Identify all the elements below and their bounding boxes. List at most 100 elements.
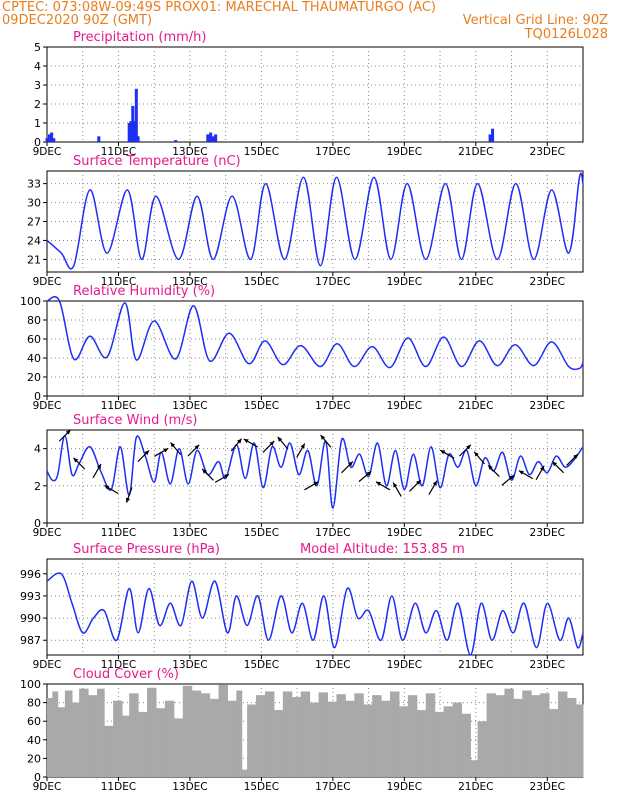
- cloud-area: [513, 698, 523, 777]
- cloud-area: [309, 702, 320, 777]
- precip-ytick-label: 3: [34, 79, 41, 92]
- precip-ytick-label: 2: [34, 98, 41, 111]
- temp-ytick-label: 30: [27, 197, 41, 210]
- cloud-area: [256, 695, 266, 777]
- wind-xtick-label: 11DEC: [101, 527, 136, 539]
- cloud-area: [138, 711, 148, 777]
- cloud-area: [354, 693, 364, 777]
- rh-ytick-label: 100: [20, 295, 41, 308]
- wind-arrow-head: [277, 436, 283, 442]
- cloud-area: [57, 707, 66, 777]
- precip-ytick-label: 5: [34, 41, 41, 54]
- cloud-area: [443, 706, 454, 777]
- rh-ytick-label: 60: [27, 333, 41, 346]
- cloud-area: [416, 710, 427, 777]
- temp-ytick-label: 33: [27, 178, 41, 191]
- cloud-area: [566, 697, 577, 777]
- precip-xtick-label: 21DEC: [458, 146, 493, 158]
- wind-arrow: [358, 470, 372, 483]
- cloud-area: [122, 715, 130, 777]
- wind-arrow: [92, 463, 102, 479]
- cloud-ytick-label: 80: [27, 697, 41, 710]
- wind-arrow: [408, 479, 422, 492]
- cloud-area: [291, 697, 302, 777]
- wind-arrow: [341, 461, 354, 474]
- cloud-panel: [43, 683, 584, 781]
- wind-arrow-head: [144, 450, 150, 456]
- wind-arrow: [296, 443, 306, 458]
- cloud-area: [398, 706, 409, 777]
- cloud-area: [147, 687, 157, 777]
- wind-arrow: [214, 473, 230, 483]
- wind-arrow-head: [348, 461, 353, 467]
- temp-xtick-label: 15DEC: [244, 276, 279, 288]
- pres-xtick-label: 11DEC: [101, 659, 136, 671]
- wind-arrow: [551, 461, 565, 474]
- precip-xtick-label: 23DEC: [530, 146, 565, 158]
- wind-arrow: [375, 481, 391, 491]
- wind-arrow: [137, 449, 150, 463]
- pres-xtick-label: 17DEC: [315, 659, 350, 671]
- wind-xtick-label: 23DEC: [530, 527, 565, 539]
- wind-arrow-head: [104, 485, 110, 490]
- cloud-area: [173, 718, 184, 777]
- wind-arrow-head: [573, 454, 578, 459]
- cloud-area: [282, 691, 293, 777]
- pres-xtick-label: 21DEC: [458, 659, 493, 671]
- cloud-area: [113, 700, 123, 777]
- wind-arrow-head: [474, 451, 479, 457]
- temp-xtick-label: 9DEC: [33, 276, 62, 288]
- cloud-ytick-label: 100: [20, 678, 41, 691]
- cloud-ytick-label: 60: [27, 715, 41, 728]
- precip-frame: [46, 46, 584, 143]
- cloud-area: [336, 694, 346, 777]
- precip-xtick-label: 15DEC: [244, 146, 279, 158]
- cloud-area: [72, 702, 80, 777]
- cloud-area: [381, 700, 391, 777]
- precip-bar: [174, 140, 178, 142]
- vertical-grid-note: Vertical Grid Line: 90Z: [462, 13, 608, 28]
- temp-ytick-label: 27: [27, 216, 41, 229]
- rh-ytick-label: 80: [27, 314, 41, 327]
- pres-xtick-label: 19DEC: [387, 659, 422, 671]
- wind-arrow: [58, 429, 71, 442]
- precip-xtick-label: 11DEC: [101, 146, 136, 158]
- temp-title: Surface Temperature (nC): [73, 154, 241, 169]
- cloud-area: [264, 691, 275, 777]
- rh-xtick-label: 17DEC: [315, 400, 350, 412]
- wind-arrow: [201, 468, 214, 481]
- wind-arrow: [320, 434, 332, 448]
- cloud-area: [129, 693, 139, 777]
- precip-xtick-label: 13DEC: [172, 146, 207, 158]
- rh-xtick-label: 13DEC: [172, 400, 207, 412]
- temp-line: [46, 172, 584, 270]
- wind-arrow: [262, 440, 275, 453]
- precip-ytick-label: 0: [34, 136, 41, 149]
- cloud-ytick-label: 40: [27, 734, 41, 747]
- wind-arrow-head: [509, 475, 515, 480]
- wind-arrow: [154, 447, 169, 457]
- precip-bar: [206, 134, 210, 142]
- cloud-area: [300, 691, 311, 777]
- precip-bar: [209, 132, 213, 142]
- cloud-area: [88, 695, 98, 777]
- cloud-area: [434, 711, 445, 777]
- pres-title: Surface Pressure (hPa): [73, 542, 220, 557]
- wind-arrow-head: [415, 480, 421, 485]
- wind-xtick-label: 13DEC: [172, 527, 207, 539]
- wind-arrow: [487, 464, 500, 478]
- cloud-area: [372, 695, 382, 777]
- precip-panel: [43, 46, 584, 146]
- wind-arrow-head: [202, 468, 207, 474]
- precip-bar: [48, 134, 52, 142]
- precip-bar: [45, 138, 49, 142]
- wind-arrow: [535, 465, 545, 481]
- cloud-area: [327, 701, 337, 777]
- cloud-xtick-label: 15DEC: [244, 781, 279, 793]
- wind-xtick-label: 19DEC: [387, 527, 422, 539]
- precip-bar: [491, 128, 495, 142]
- precip-bar: [488, 134, 492, 142]
- wind-arrow-head: [375, 481, 381, 486]
- wind-arrow-head: [65, 429, 71, 435]
